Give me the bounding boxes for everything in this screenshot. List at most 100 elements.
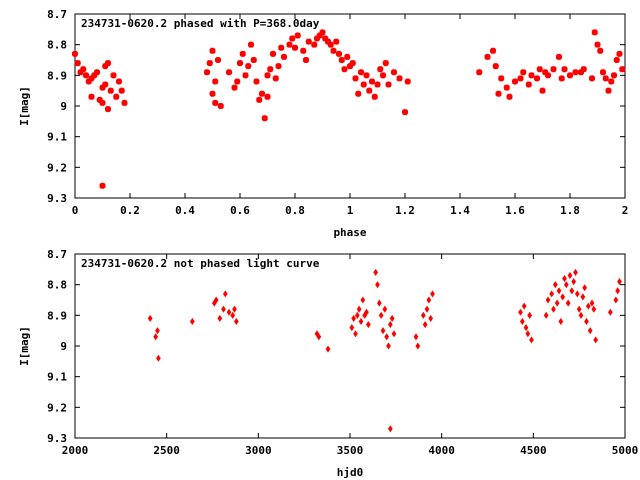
data-point <box>384 333 390 341</box>
data-point <box>353 330 358 338</box>
data-point <box>338 56 345 64</box>
data-point <box>382 305 388 313</box>
data-point <box>558 317 564 326</box>
data-point <box>517 75 524 82</box>
y-tick-label: 8.9 <box>47 309 67 322</box>
data-point <box>580 293 586 301</box>
data-point <box>341 66 348 73</box>
x-axis-label: hjd0 <box>337 466 364 479</box>
data-point <box>222 290 228 298</box>
data-point <box>506 93 513 100</box>
data-point <box>327 41 334 48</box>
data-point <box>560 293 566 301</box>
data-point <box>272 75 279 82</box>
x-tick-label: 2000 <box>62 444 89 457</box>
data-point <box>533 75 541 82</box>
data-point <box>302 56 310 64</box>
unphased-light-curve-panel: 2000 2500 3000 3500 4000 4500 5000 8.7 8.8 8.9 9 9.… <box>18 248 638 479</box>
x-tick-label: 0.6 <box>230 204 250 217</box>
data-point <box>426 296 432 304</box>
data-point <box>234 78 241 85</box>
data-point <box>102 63 109 70</box>
data-point <box>349 324 355 332</box>
data-point <box>349 60 356 67</box>
data-point <box>556 287 562 295</box>
data-point <box>245 63 252 70</box>
data-point <box>217 102 224 110</box>
data-point <box>608 78 615 85</box>
data-point <box>324 38 332 45</box>
data-point <box>206 60 213 67</box>
data-point <box>212 78 219 85</box>
data-point <box>593 336 599 344</box>
data-point <box>217 314 223 322</box>
data-point <box>364 308 369 316</box>
data-point <box>305 38 312 45</box>
data-point <box>110 72 117 79</box>
data-point <box>476 69 483 76</box>
data-point <box>374 81 381 88</box>
data-point <box>565 299 571 307</box>
data-point <box>203 69 211 76</box>
data-point <box>585 302 591 310</box>
data-point <box>311 41 318 48</box>
data-point <box>313 35 321 42</box>
data-point <box>591 305 597 313</box>
data-point <box>363 72 370 79</box>
x-tick-label: 2500 <box>153 444 180 457</box>
data-point <box>232 305 237 313</box>
x-tick-label: 1.8 <box>560 204 580 217</box>
data-point <box>352 75 359 82</box>
data-point <box>230 311 236 319</box>
data-point <box>96 96 103 103</box>
data-point <box>576 305 582 313</box>
data-point <box>391 330 397 338</box>
x-tick-label: 0 <box>72 204 79 217</box>
data-point <box>484 53 491 60</box>
data-point <box>558 75 565 82</box>
x-tick-label: 5000 <box>612 444 639 457</box>
data-point <box>580 66 587 73</box>
x-tick-label: 0.4 <box>175 204 195 217</box>
data-point <box>572 69 579 76</box>
data-point <box>610 72 618 79</box>
data-point <box>360 81 367 88</box>
data-point <box>495 90 502 97</box>
data-point <box>527 311 533 319</box>
data-point <box>346 63 354 70</box>
x-tick-label: 4000 <box>428 444 455 457</box>
data-point <box>555 53 563 60</box>
data-point <box>360 296 366 304</box>
data-point <box>578 311 584 319</box>
x-tick-label: 1.2 <box>395 204 415 217</box>
plot-title: 234731-0620.2 not phased light curve <box>81 257 320 270</box>
data-point <box>155 327 160 335</box>
data-point <box>396 75 403 82</box>
data-point <box>104 106 112 113</box>
data-point <box>242 72 249 79</box>
plot-frame <box>74 13 626 199</box>
data-point <box>413 333 419 341</box>
data-point <box>225 69 233 76</box>
data-point <box>256 96 263 103</box>
data-point <box>377 66 384 73</box>
data-point <box>536 66 543 73</box>
data-point <box>404 78 411 85</box>
y-tick-label: 9.3 <box>47 432 67 445</box>
plot-frame <box>74 253 626 439</box>
data-point <box>366 87 373 94</box>
data-point <box>387 320 393 329</box>
data-point <box>77 69 84 76</box>
data-point <box>355 90 362 97</box>
data-point <box>401 109 409 116</box>
data-point <box>542 69 549 76</box>
data-point <box>325 345 331 353</box>
data-point <box>376 299 382 307</box>
x-tick-label: 3000 <box>245 444 272 457</box>
data-point <box>118 87 125 94</box>
data-point <box>574 290 580 298</box>
data-point <box>102 81 109 88</box>
data-point <box>602 75 609 82</box>
data-point <box>335 50 343 57</box>
